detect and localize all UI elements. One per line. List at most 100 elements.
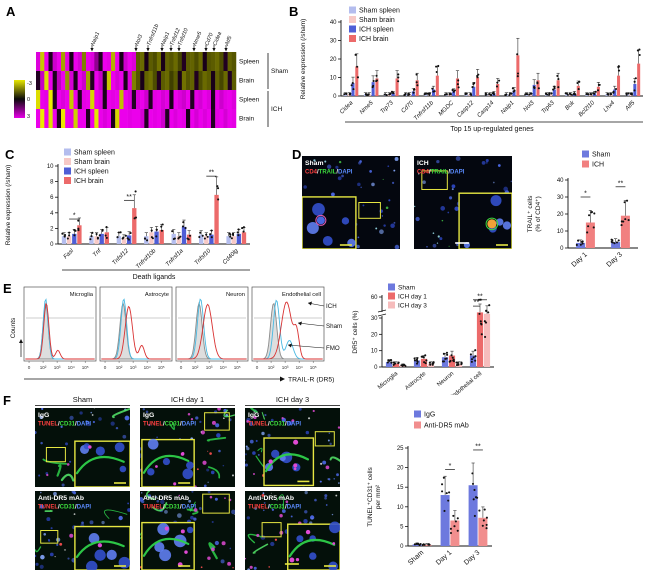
legend-swatch [349, 6, 356, 14]
image-title: Anti-DR5 mAb [143, 495, 189, 502]
svg-text:0: 0 [28, 365, 31, 370]
svg-text:*: * [73, 213, 76, 220]
micrograph-image: Sham CD4/TRAIL/DAPI [301, 156, 400, 252]
svg-text:Trp73: Trp73 [380, 100, 395, 115]
svg-text:Endothelial cell: Endothelial cell [282, 292, 321, 298]
svg-text:(% of CD4⁺): (% of CD4⁺) [535, 196, 542, 232]
image-title: IgG [248, 412, 259, 419]
svg-text:Top 15 up-regulated genes: Top 15 up-regulated genes [450, 126, 534, 133]
svg-text:Cd40lg: Cd40lg [222, 248, 240, 266]
legend-swatch [349, 35, 356, 42]
zoom-region-box [358, 202, 381, 219]
svg-text:FMO: FMO [326, 345, 340, 352]
svg-text:Day 1: Day 1 [571, 251, 589, 269]
svg-text:Casp14: Casp14 [477, 100, 496, 119]
svg-text:MGDC: MGDC [438, 100, 456, 118]
svg-text:**: ** [475, 443, 481, 450]
image-title: Sham [305, 160, 324, 167]
histogram-box [251, 286, 325, 362]
svg-text:10⁴: 10⁴ [220, 365, 227, 370]
svg-text:40: 40 [330, 20, 337, 26]
svg-text:Atf5: Atf5 [224, 35, 234, 48]
stain-label: CD4/TRAIL/DAPI [417, 170, 465, 176]
svg-text:Astrocyte: Astrocyte [145, 292, 169, 298]
svg-text:10²: 10² [116, 365, 123, 370]
svg-text:Sham spleen: Sham spleen [359, 8, 400, 15]
svg-text:Tnf: Tnf [92, 247, 103, 258]
svg-text:10: 10 [557, 229, 564, 235]
svg-text:Cidea: Cidea [212, 31, 223, 47]
micrograph-antidr5-ich-day1: Anti-DR5 mAb TUNEL/CD31/DAPI [137, 487, 236, 571]
svg-text:Spleen: Spleen [239, 59, 260, 66]
f-col-header-ich-day3: ICH day 3 [245, 395, 340, 406]
zoom-region-box [40, 530, 59, 544]
svg-text:**: ** [126, 194, 132, 201]
svg-text:20: 20 [371, 332, 378, 338]
tunel-cd31-bar-chart: 0 5 10 15 20 25 Sham Day 1 Day 3 TUNEL⁺CD31⁺ cell… [367, 410, 492, 567]
svg-text:Bok: Bok [564, 99, 576, 111]
svg-text:Relative expression (/sham): Relative expression (/sham) [5, 165, 12, 246]
image-title: IgG [38, 412, 49, 419]
svg-text:0: 0 [180, 365, 183, 370]
svg-text:Sham: Sham [592, 152, 610, 159]
svg-text:0: 0 [50, 242, 54, 248]
zoom-region-box [421, 170, 448, 190]
svg-text:Cd70: Cd70 [204, 31, 215, 46]
svg-text:0: 0 [374, 365, 378, 371]
svg-text:Astrocyte: Astrocyte [404, 371, 428, 392]
legend-swatch [64, 177, 71, 184]
svg-text:20: 20 [397, 466, 404, 472]
micrograph-igg-ich-day3: IgG TUNEL/CD31/DAPI [244, 400, 346, 487]
stain-label: TUNEL/CD31/DAPI [38, 505, 91, 511]
svg-text:10: 10 [330, 76, 337, 82]
svg-text:10: 10 [397, 505, 404, 511]
svg-text:**: ** [618, 180, 624, 187]
svg-text:10⁴: 10⁴ [296, 365, 303, 370]
svg-text:Brain: Brain [239, 78, 255, 85]
svg-text:Nme5: Nme5 [359, 100, 375, 116]
svg-text:Day 1: Day 1 [435, 549, 453, 567]
svg-text:Day 3: Day 3 [463, 549, 481, 567]
flow-cytometry-histograms: Counts Microglia 0 10² 10³ 10⁴ 10⁵ Astrocyte 0 10… [10, 286, 342, 384]
svg-text:10³: 10³ [282, 365, 289, 370]
svg-text:10⁵: 10⁵ [310, 365, 317, 370]
bars [385, 298, 491, 368]
svg-text:*: * [449, 463, 452, 470]
image-title: ICH [417, 160, 429, 167]
svg-text:10²: 10² [268, 365, 275, 370]
micrograph-image: ICH CD4/TRAIL/DAPI [414, 156, 513, 250]
svg-text:20: 20 [557, 212, 564, 218]
svg-text:10³: 10³ [54, 365, 61, 370]
svg-text:TUNEL⁺CD31⁺ cells: TUNEL⁺CD31⁺ cells [367, 466, 374, 526]
svg-text:Sham: Sham [398, 285, 415, 292]
svg-text:Spleen: Spleen [239, 97, 260, 104]
histogram-box [175, 286, 249, 362]
svg-text:Nme5: Nme5 [192, 30, 203, 47]
legend-swatch [64, 167, 71, 175]
legend-swatch [388, 301, 395, 309]
f-col-header-sham: Sham [35, 395, 130, 406]
image-title: Anti-DR5 mAb [38, 495, 84, 502]
zoom-region-box [202, 493, 230, 514]
svg-text:*: * [584, 191, 587, 198]
stain-label: TUNEL/CD31/DAPI [248, 505, 301, 511]
svg-text:Fasl: Fasl [63, 248, 76, 261]
svg-text:0: 0 [400, 544, 404, 550]
stain-label: CD4/TRAIL/DAPI [305, 170, 353, 176]
legend-swatch [388, 292, 395, 300]
svg-text:Tnfsf10: Tnfsf10 [194, 248, 213, 267]
stain-label: TUNEL/CD31/DAPI [38, 422, 91, 428]
svg-text:ICH day 1: ICH day 1 [398, 294, 427, 301]
stain-label: TUNEL/CD31/DAPI [143, 505, 196, 511]
svg-text:10²: 10² [40, 365, 47, 370]
micrograph-igg-ich-day1: IgG TUNEL/CD31/DAPI [137, 406, 254, 489]
legend-swatch [582, 160, 589, 168]
svg-text:ICH day 3: ICH day 3 [398, 303, 427, 310]
svg-text:Nol3: Nol3 [523, 100, 536, 113]
legend-swatch [414, 410, 421, 418]
svg-text:ICH spleen: ICH spleen [359, 27, 394, 34]
svg-text:ICH brain: ICH brain [74, 178, 104, 185]
svg-text:DR5⁺ cells (%): DR5⁺ cells (%) [352, 310, 359, 353]
